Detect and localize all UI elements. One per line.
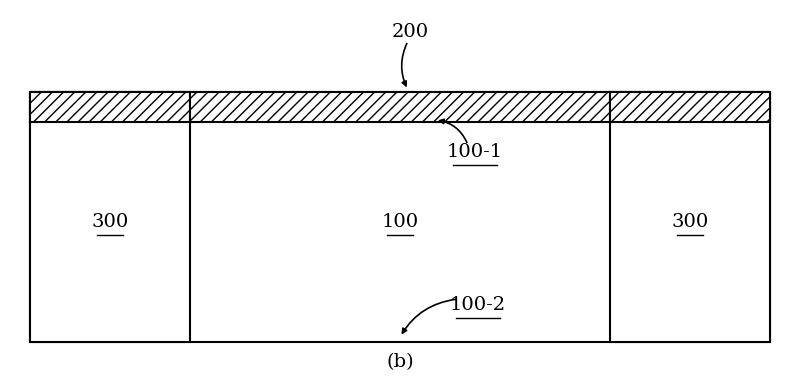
Text: 100-2: 100-2 [450, 296, 506, 314]
Bar [610, 92, 770, 122]
Bar [30, 92, 190, 122]
FancyArrowPatch shape [402, 43, 407, 86]
Bar [30, 92, 190, 342]
Bar [30, 92, 770, 342]
Bar [610, 92, 770, 342]
Text: 200: 200 [391, 23, 429, 41]
Text: 300: 300 [671, 213, 709, 231]
FancyArrowPatch shape [402, 299, 455, 333]
Text: (b): (b) [386, 353, 414, 371]
Text: 300: 300 [91, 213, 129, 231]
Text: 100-1: 100-1 [447, 143, 503, 161]
FancyArrowPatch shape [439, 119, 467, 143]
Text: 100: 100 [382, 213, 418, 231]
Bar [190, 92, 610, 122]
